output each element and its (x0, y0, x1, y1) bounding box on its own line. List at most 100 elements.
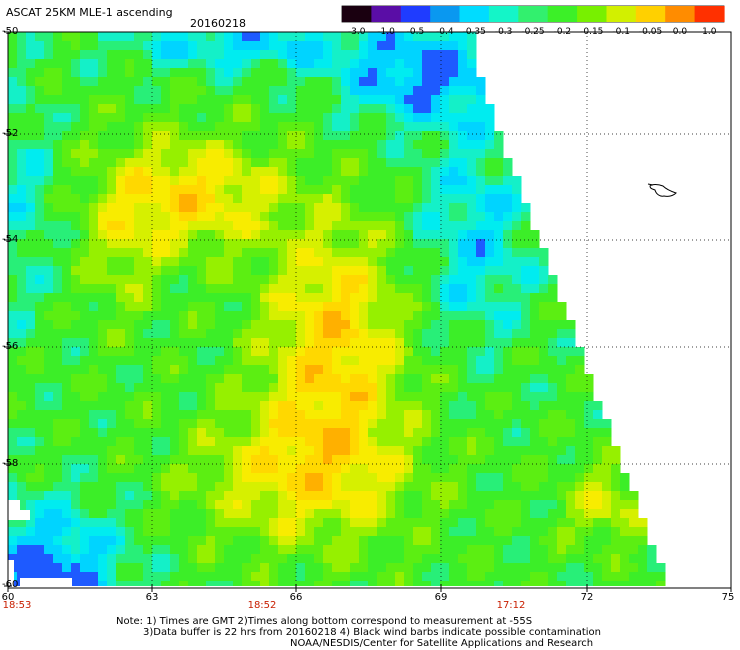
swath-cell (71, 446, 81, 456)
swath-cell (377, 383, 387, 393)
swath-cell (134, 320, 144, 330)
swath-cell (233, 149, 243, 159)
swath-cell (575, 572, 585, 582)
swath-cell (161, 275, 171, 285)
swath-cell (179, 140, 189, 150)
swath-cell (98, 221, 108, 231)
swath-cell (125, 563, 135, 573)
swath-cell (8, 41, 18, 51)
swath-cell (323, 536, 333, 546)
swath-cell (152, 68, 162, 78)
swath-cell (233, 194, 243, 204)
swath-cell (521, 392, 531, 402)
swath-cell (602, 482, 612, 492)
swath-cell (449, 95, 459, 105)
swath-cell (503, 239, 513, 249)
swath-cell (485, 365, 495, 375)
swath-cell (620, 536, 630, 546)
swath-cell (188, 554, 198, 564)
swath-cell (269, 113, 279, 123)
swath-cell (368, 239, 378, 249)
swath-cell (143, 284, 153, 294)
swath-cell (395, 428, 405, 438)
swath-cell (206, 455, 216, 465)
swath-cell (260, 86, 270, 96)
swath-cell (566, 464, 576, 474)
swath-cell (161, 491, 171, 501)
swath-cell (548, 437, 558, 447)
swath-cell (575, 347, 585, 357)
swath-cell (413, 392, 423, 402)
swath-cell (260, 518, 270, 528)
swath-cell (161, 239, 171, 249)
swath-cell (305, 410, 315, 420)
swath-cell (35, 257, 45, 267)
swath-cell (215, 581, 225, 586)
swath-cell (341, 95, 351, 105)
swath-cell (449, 167, 459, 177)
swath-cell (386, 473, 396, 483)
swath-cell (521, 257, 531, 267)
swath-cell (107, 86, 117, 96)
swath-cell (422, 392, 432, 402)
swath-cell (134, 491, 144, 501)
swath-cell (26, 194, 36, 204)
swath-cell (458, 293, 468, 303)
swath-cell (566, 347, 576, 357)
swath-cell (485, 266, 495, 276)
swath-cell (260, 122, 270, 132)
swath-cell (359, 320, 369, 330)
swath-cell (215, 347, 225, 357)
swath-cell (485, 104, 495, 114)
swath-cell (242, 59, 252, 69)
swath-cell (44, 212, 54, 222)
swath-cell (305, 329, 315, 339)
swath-cell (422, 491, 432, 501)
swath-cell (152, 59, 162, 69)
swath-cell (188, 158, 198, 168)
swath-cell (8, 212, 18, 222)
swath-cell (260, 428, 270, 438)
swath-cell (179, 401, 189, 411)
swath-cell (404, 437, 414, 447)
swath-cell (530, 464, 540, 474)
swath-cell (377, 572, 387, 582)
swath-cell (251, 50, 261, 60)
swath-cell (404, 563, 414, 573)
swath-cell (530, 374, 540, 384)
swath-cell (170, 257, 180, 267)
colorbar-swatch (488, 6, 519, 22)
swath-cell (539, 419, 549, 429)
swath-cell (44, 536, 54, 546)
swath-cell (179, 572, 189, 582)
swath-cell (107, 491, 117, 501)
swath-cell (485, 455, 495, 465)
swath-cell (89, 518, 99, 528)
swath-cell (377, 230, 387, 240)
swath-cell (395, 212, 405, 222)
swath-cell (278, 41, 288, 51)
swath-cell (269, 77, 279, 87)
swath-cell (26, 419, 36, 429)
swath-cell (98, 257, 108, 267)
swath-cell (17, 158, 27, 168)
swath-cell (188, 50, 198, 60)
swath-cell (161, 167, 171, 177)
swath-cell (314, 203, 324, 213)
swath-cell (377, 149, 387, 159)
swath-cell (53, 203, 63, 213)
swath-cell (170, 68, 180, 78)
swath-cell (161, 104, 171, 114)
swath-cell (170, 140, 180, 150)
swath-cell (494, 473, 504, 483)
swath-cell (251, 95, 261, 105)
swath-cell (431, 212, 441, 222)
swath-cell (53, 167, 63, 177)
swath-cell (251, 257, 261, 267)
swath-cell (89, 500, 99, 510)
swath-cell (260, 401, 270, 411)
swath-cell (386, 140, 396, 150)
swath-cell (197, 410, 207, 420)
swath-cell (638, 527, 648, 537)
swath-cell (161, 392, 171, 402)
